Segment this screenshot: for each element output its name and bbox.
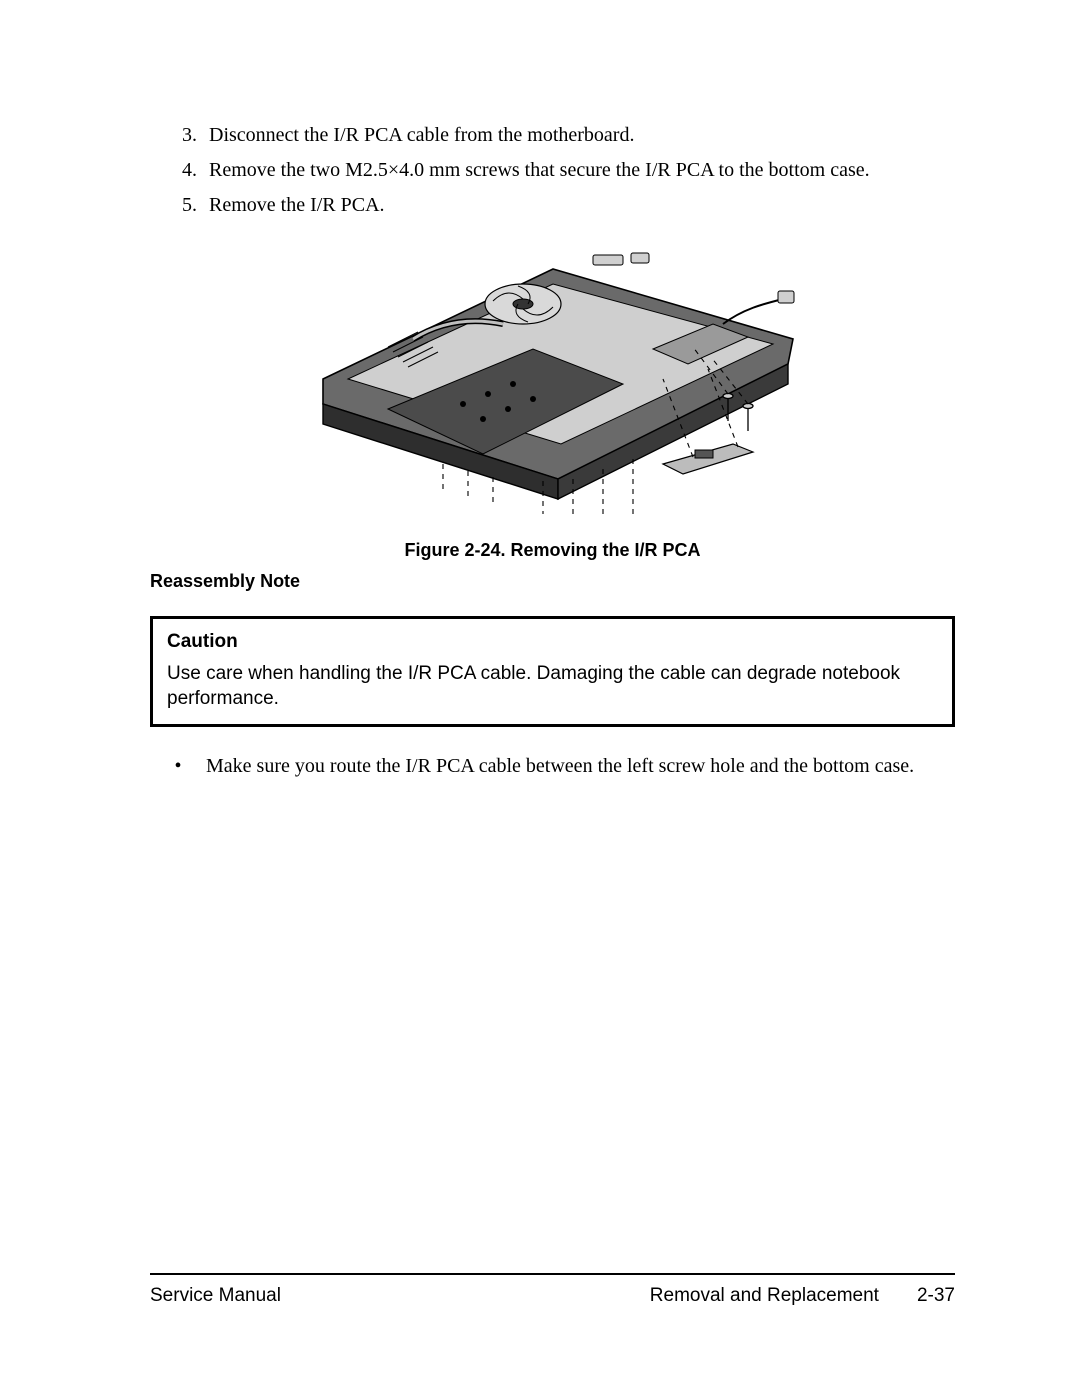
step-text: Disconnect the I/R PCA cable from the mo… — [209, 124, 634, 146]
bullet-item: • Make sure you route the I/R PCA cable … — [150, 755, 955, 778]
step-number: 3. — [182, 120, 204, 151]
step-4: 4. Remove the two M2.5×4.0 mm screws tha… — [182, 155, 955, 186]
caution-title: Caution — [167, 629, 938, 655]
figure-2-24: Figure 2-24. Removing the I/R PCA — [150, 229, 955, 561]
page-footer: Service Manual Removal and Replacement 2… — [150, 1273, 955, 1307]
step-text: Remove the I/R PCA. — [209, 194, 385, 216]
bullet-text: Make sure you route the I/R PCA cable be… — [206, 755, 914, 778]
footer-left: Service Manual — [150, 1285, 281, 1307]
step-5: 5. Remove the I/R PCA. — [182, 190, 955, 221]
procedure-steps: 3. Disconnect the I/R PCA cable from the… — [182, 120, 955, 221]
step-number: 4. — [182, 155, 204, 186]
figure-caption: Figure 2-24. Removing the I/R PCA — [150, 540, 955, 561]
step-number: 5. — [182, 190, 204, 221]
caution-body: Use care when handling the I/R PCA cable… — [167, 661, 938, 712]
footer-section: Removal and Replacement — [650, 1285, 879, 1307]
caution-box: Caution Use care when handling the I/R P… — [150, 616, 955, 727]
step-text: Remove the two M2.5×4.0 mm screws that s… — [209, 159, 870, 181]
figure-illustration — [293, 229, 813, 534]
footer-page-number: 2-37 — [917, 1285, 955, 1307]
reassembly-bullets: • Make sure you route the I/R PCA cable … — [150, 755, 955, 778]
step-3: 3. Disconnect the I/R PCA cable from the… — [182, 120, 955, 151]
footer-rule — [150, 1273, 955, 1275]
bullet-marker: • — [150, 755, 206, 778]
document-page: 3. Disconnect the I/R PCA cable from the… — [0, 0, 1080, 1397]
reassembly-note-heading: Reassembly Note — [150, 571, 955, 592]
